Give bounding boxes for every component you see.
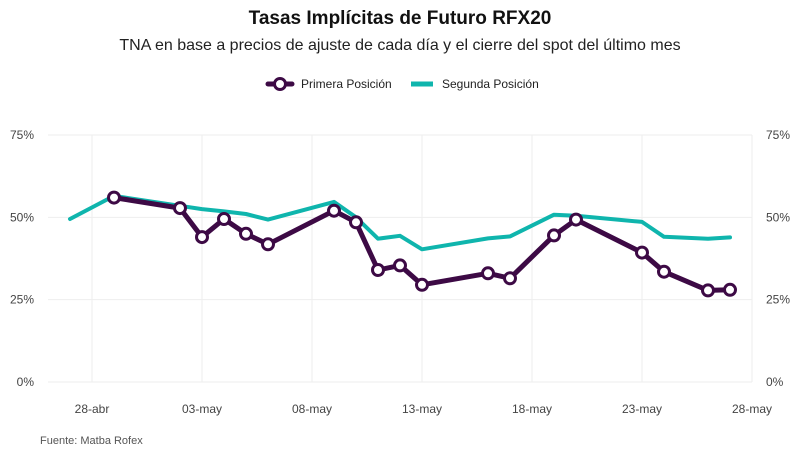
data-point xyxy=(217,212,231,226)
x-tick-label: 18-may xyxy=(512,402,552,416)
x-tick-label: 28-may xyxy=(732,402,772,416)
legend: Primera Posición Segunda Posición xyxy=(265,77,539,91)
y-tick-label-left: 25% xyxy=(10,293,34,307)
data-point xyxy=(261,237,275,252)
y-tick-label-right: 25% xyxy=(766,293,790,307)
data-point xyxy=(393,258,407,273)
data-point xyxy=(327,203,341,218)
data-point xyxy=(481,266,495,281)
legend-swatch-marker xyxy=(273,77,287,91)
series-line xyxy=(68,193,732,252)
series-layer xyxy=(68,190,737,298)
x-tick-label: 03-may xyxy=(182,402,222,416)
x-tick-label: 13-may xyxy=(402,402,442,416)
x-tick-label: 23-may xyxy=(622,402,662,416)
x-tick-label: 08-may xyxy=(292,402,332,416)
data-point xyxy=(723,282,737,297)
data-point xyxy=(635,245,649,260)
data-point xyxy=(371,263,385,277)
y-tick-label-left: 75% xyxy=(10,128,34,142)
data-point xyxy=(503,271,517,286)
legend-label: Segunda Posición xyxy=(442,77,539,91)
data-point xyxy=(701,283,715,298)
data-point xyxy=(107,190,121,205)
data-point xyxy=(547,228,561,243)
data-point xyxy=(415,277,429,292)
legend-label: Primera Posición xyxy=(301,77,392,91)
y-tick-label-right: 75% xyxy=(766,128,790,142)
y-tick-label-right: 0% xyxy=(766,375,784,389)
grid xyxy=(48,134,753,383)
chart-subtitle: TNA en base a precios de ajuste de cada … xyxy=(119,37,680,54)
data-point xyxy=(195,230,209,245)
chart-title: Tasas Implícitas de Futuro RFX20 xyxy=(249,8,552,29)
data-point xyxy=(569,212,583,227)
data-point xyxy=(173,201,187,216)
data-point xyxy=(657,264,671,279)
y-tick-label-right: 50% xyxy=(766,210,790,224)
source-caption: Fuente: Matba Rofex xyxy=(40,435,143,447)
x-tick-label: 28-abr xyxy=(75,402,110,416)
data-point xyxy=(239,226,253,241)
y-tick-label-left: 0% xyxy=(17,375,35,389)
axes: 0% 0% 25% 25% 50% 50% 75% 75% 28-abr 03-may 08-may… xyxy=(10,128,790,416)
y-tick-label-left: 50% xyxy=(10,210,34,224)
data-point xyxy=(349,215,363,230)
